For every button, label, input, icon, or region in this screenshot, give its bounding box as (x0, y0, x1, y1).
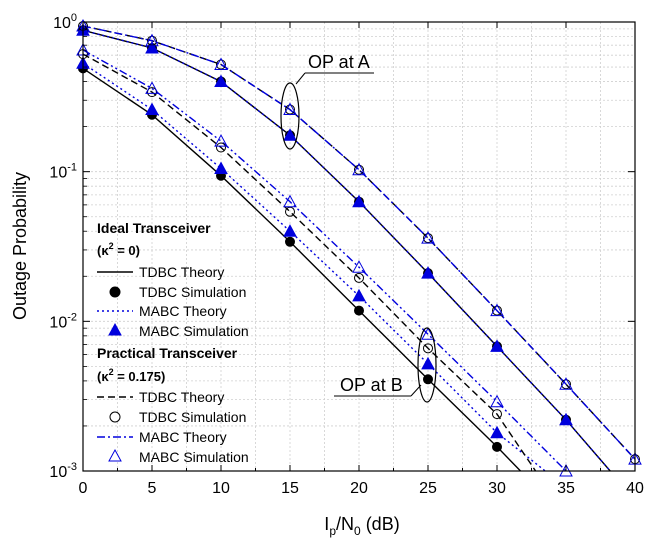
marker-tdbc-simulation-practical (492, 409, 502, 420)
marker-tdbc-simulation-ideal (285, 236, 295, 247)
series-line-tdbc-theory-ideal-op-at-b (83, 67, 522, 471)
x-axis-label-tail: (dB) (361, 514, 400, 534)
marker-mabc-simulation-ideal (145, 40, 159, 54)
marker-mabc-simulation-practical (352, 162, 366, 176)
marker-tdbc-simulation-practical (423, 343, 433, 354)
legend-label-tdbc-theory-ideal: TDBC Theory (139, 264, 224, 280)
legend-label-tdbc-sim-practical: TDBC Simulation (139, 409, 246, 425)
y-tick-label: 10-2 (49, 311, 77, 331)
legend-swatch-tdbc-sim-practical (109, 411, 121, 423)
x-axis-label: Ip/N0 (dB) (324, 514, 399, 538)
x-axis-label-sub2: 0 (354, 524, 361, 538)
series-line-mabc-theory-practical-op-at-b (83, 49, 567, 471)
marker-mabc-simulation-practical (145, 81, 159, 94)
marker-mabc-simulation-ideal (283, 128, 297, 141)
marker-mabc-simulation-practical (283, 102, 297, 116)
marker-mabc-simulation-practical (490, 303, 504, 317)
x-axis-label-main: I (324, 514, 329, 534)
marker-mabc-simulation-practical (214, 134, 228, 147)
x-tick-labels: 0 5 10 15 20 25 30 35 40 (79, 480, 644, 497)
y-tick-label: 100 (53, 12, 77, 32)
annotation-op-b-leader (410, 384, 422, 397)
marker-mabc-simulation-ideal (421, 356, 435, 370)
marker-mabc-simulation-practical (283, 194, 297, 208)
y-tick-labels: 100 10-1 10-2 10-3 (49, 12, 77, 481)
marker-tdbc-simulation-practical (216, 142, 226, 153)
marker-mabc-simulation-ideal (214, 161, 228, 174)
x-tick-label: 25 (419, 480, 437, 497)
x-tick-label: 30 (488, 480, 506, 497)
x-tick-label: 0 (79, 480, 88, 497)
legend-label-mabc-sim-ideal: MABC Simulation (139, 323, 249, 339)
annotation-op-b-label: OP at B (340, 375, 403, 395)
x-tick-label: 15 (281, 480, 299, 497)
marker-mabc-simulation-practical (421, 327, 435, 340)
marker-mabc-simulation-practical (559, 377, 573, 390)
tick-marks (82, 21, 636, 472)
legend-swatch-mabc-sim-practical (108, 448, 122, 462)
marker-tdbc-simulation-ideal (492, 441, 502, 452)
marker-mabc-simulation-ideal (421, 266, 435, 279)
legend-swatch-mabc-sim-ideal (108, 322, 122, 336)
legend-label-tdbc-sim-ideal: TDBC Simulation (139, 284, 246, 300)
legend-label-tdbc-theory-practical: TDBC Theory (139, 389, 224, 405)
marker-mabc-simulation-ideal (283, 224, 297, 237)
legend-swatch-tdbc-sim-ideal (109, 286, 121, 298)
marker-mabc-simulation-ideal (490, 339, 504, 352)
annotation-op-a-ellipse (280, 82, 300, 150)
x-tick-label: 5 (148, 480, 157, 497)
marker-tdbc-simulation-practical (285, 206, 295, 217)
marker-mabc-simulation-practical (490, 394, 504, 408)
marker-tdbc-simulation-ideal (423, 374, 433, 385)
y-tick-label: 10-1 (49, 162, 77, 182)
legend-label-mabc-sim-practical: MABC Simulation (139, 449, 249, 465)
x-tick-label: 10 (212, 480, 230, 497)
y-tick-label: 10-3 (49, 461, 77, 481)
marker-mabc-simulation-practical (214, 57, 228, 71)
marker-mabc-simulation-ideal (490, 425, 504, 439)
marker-mabc-simulation-practical (352, 260, 366, 273)
marker-mabc-simulation-ideal (352, 194, 366, 208)
marker-tdbc-simulation-practical (147, 87, 157, 98)
series-line-tdbc-theory-practical-op-at-a (83, 25, 635, 460)
marker-tdbc-simulation-practical (354, 272, 364, 283)
annotation-op-a-label: OP at A (308, 52, 370, 72)
x-tick-label: 20 (350, 480, 368, 497)
marker-mabc-simulation-ideal (214, 74, 228, 88)
legend-group1-kappa: (κ2 = 0) (97, 241, 140, 258)
legend-label-mabc-theory-ideal: MABC Theory (139, 303, 227, 319)
legend-group2-title: Practical Transceiver (97, 345, 238, 361)
marker-mabc-simulation-ideal (559, 412, 573, 426)
series-line-mabc-theory-practical-op-at-a (83, 25, 635, 460)
x-tick-label: 35 (557, 480, 575, 497)
legend-group2-kappa: (κ2 = 0.175) (97, 367, 165, 384)
legend-label-mabc-theory-practical: MABC Theory (139, 429, 227, 445)
legend-group1-title: Ideal Transceiver (97, 220, 211, 236)
marker-tdbc-simulation-ideal (354, 305, 364, 316)
annotation-op-a: OP at A (280, 52, 374, 150)
marker-layer (76, 18, 642, 477)
x-axis-label-sub: p (329, 524, 336, 538)
series-line-tdbc-theory-practical-op-at-b (83, 53, 537, 471)
x-tick-label: 40 (626, 480, 644, 497)
marker-mabc-simulation-practical (421, 231, 435, 244)
marker-mabc-simulation-ideal (145, 102, 159, 116)
annotation-op-a-leader (295, 72, 306, 85)
y-axis-label: Outage Probability (10, 172, 30, 320)
annotation-op-b: OP at B (334, 327, 437, 403)
x-axis-label-mid: /N (336, 514, 354, 534)
legend: Ideal Transceiver (κ2 = 0) TDBC Theory T… (97, 220, 249, 465)
annotation-op-b-ellipse (417, 327, 437, 403)
marker-mabc-simulation-ideal (352, 288, 366, 302)
marker-mabc-simulation-practical (145, 33, 159, 47)
